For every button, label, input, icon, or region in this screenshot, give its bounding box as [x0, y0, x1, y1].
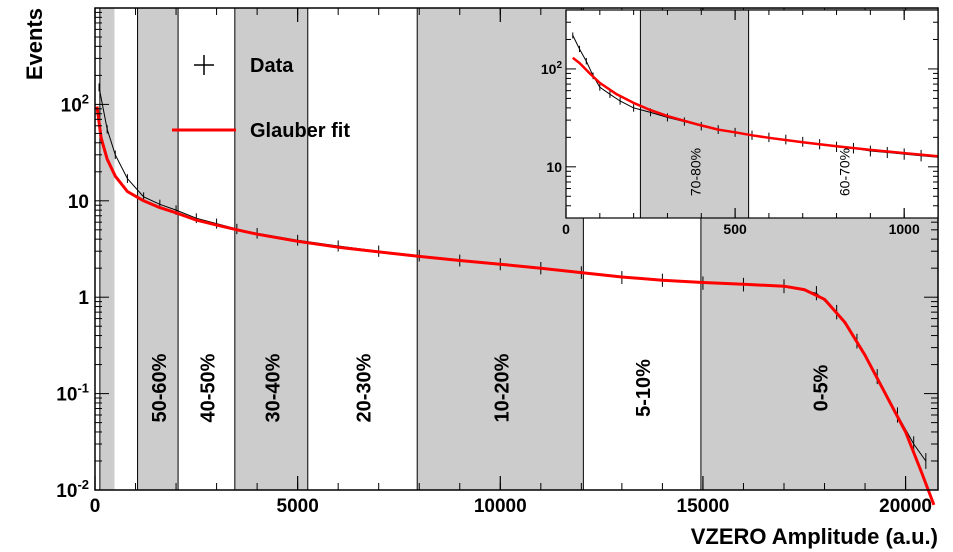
- y-axis-title: Events: [22, 8, 47, 80]
- x-tick-label-1: 5000: [277, 496, 319, 517]
- inset-plot-frame: [565, 9, 939, 219]
- x-tick-label-3: 15000: [677, 496, 730, 517]
- main-centrality-bands: [99, 8, 938, 490]
- y-tick-label-1: 102: [541, 60, 563, 77]
- x-tick-label-2: 10000: [474, 496, 527, 517]
- x-tick-label-2: 1000: [889, 221, 920, 237]
- band-label-5: 10-20%: [491, 353, 513, 422]
- main-plot: 50-60% 40-50% 30-40% 20-30% 10-20% 5-10% 0-5% …: [22, 7, 939, 549]
- y-tick-label-1: 10-1: [56, 381, 89, 406]
- inset-axes: 0 500 1000 10 102: [541, 9, 939, 237]
- band-label-1: 50-60%: [149, 353, 171, 422]
- legend-fit-label: Glauber fit: [250, 120, 350, 142]
- band-label-2: 40-50%: [197, 353, 219, 422]
- glauber-fit-line: [572, 56, 939, 158]
- centrality-band-0: [99, 8, 115, 490]
- inset-plot: 70-80% 60-70% 0 500 1000 10 102: [541, 9, 939, 237]
- x-tick-label-0: 0: [90, 496, 101, 517]
- inset-fit-series: [572, 56, 939, 158]
- inset-background: [566, 10, 938, 218]
- main-band-labels: 50-60% 40-50% 30-40% 20-30% 10-20% 5-10% 0-5%: [149, 353, 833, 422]
- band-label-0: 70-80%: [688, 148, 704, 196]
- y-tick-label-0: 10-2: [56, 477, 89, 502]
- x-tick-label-4: 20000: [879, 496, 932, 517]
- legend-data-label: Data: [250, 55, 294, 77]
- x-tick-label-0: 0: [562, 221, 570, 237]
- x-tick-label-1: 500: [723, 221, 747, 237]
- x-axis-title: VZERO Amplitude (a.u.): [691, 524, 938, 549]
- inset-band-labels: 70-80% 60-70%: [688, 148, 853, 196]
- band-label-1: 60-70%: [836, 148, 852, 196]
- y-tick-label-2: 1: [78, 288, 89, 309]
- legend: Data Glauber fit: [172, 55, 350, 142]
- band-label-3: 30-40%: [262, 353, 284, 422]
- main-fit-series: [95, 106, 936, 506]
- band-label-7: 0-5%: [810, 364, 832, 411]
- centrality-band-3: [234, 8, 308, 490]
- main-plot-frame: [94, 7, 939, 491]
- band-label-4: 20-30%: [353, 353, 375, 422]
- y-tick-label-0: 10: [546, 159, 562, 175]
- y-tick-label-3: 10: [68, 192, 89, 213]
- legend-entry-glauber: Glauber fit: [172, 120, 350, 142]
- glauber-fit-line: [95, 106, 936, 506]
- centrality-band-5: [417, 8, 584, 490]
- centrality-band-1: [137, 8, 179, 490]
- band-label-6: 5-10%: [633, 359, 655, 417]
- legend-entry-data: Data: [194, 55, 294, 77]
- y-tick-label-4: 102: [61, 91, 89, 116]
